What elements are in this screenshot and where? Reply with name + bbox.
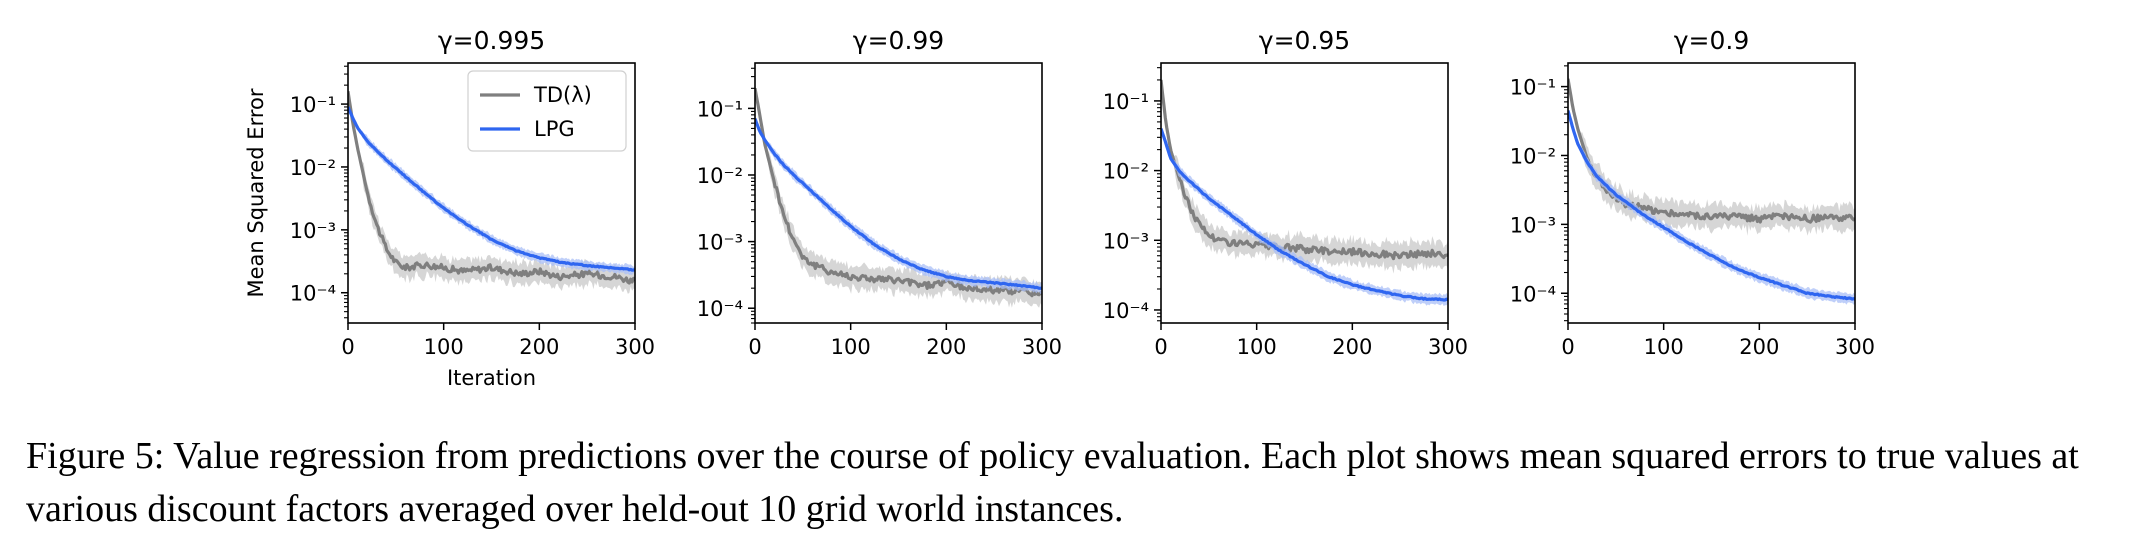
axes-frame	[347, 62, 636, 324]
x-tick-label: 300	[1022, 335, 1062, 359]
chart-title: γ=0.995	[438, 26, 545, 55]
y-tick-label: 10⁻³	[290, 219, 336, 243]
x-tick-label: 200	[926, 335, 966, 359]
y-tick-label: 10⁻⁴	[1103, 299, 1149, 323]
series-band-td	[1568, 72, 1855, 236]
series-line-td	[348, 90, 635, 285]
series-band-td	[1161, 74, 1448, 274]
x-tick-label: 300	[615, 335, 655, 359]
axes-frame	[754, 62, 1043, 324]
plot-area	[1568, 72, 1855, 305]
y-tick-label: 10⁻¹	[290, 93, 336, 117]
legend-label: LPG	[534, 117, 575, 141]
y-tick-label: 10⁻¹	[1510, 76, 1556, 100]
y-tick-label: 10⁻¹	[697, 97, 743, 121]
series-line-lpg	[755, 118, 1042, 290]
series-line-td	[1161, 79, 1448, 261]
plot-area	[1161, 74, 1448, 306]
x-tick-label: 200	[1332, 335, 1372, 359]
x-tick-label: 0	[748, 335, 761, 359]
x-tick-label: 300	[1428, 335, 1468, 359]
chart-title: γ=0.9	[1674, 26, 1750, 55]
chart-panel-3: 0 100 200 300 10⁻¹ 10⁻² 10⁻³ 10⁻⁴ γ=0.95	[1103, 26, 1468, 359]
x-tick-label: 300	[1835, 335, 1875, 359]
y-tick-label: 10⁻²	[1103, 160, 1149, 184]
y-tick-label: 10⁻²	[697, 164, 743, 188]
x-axis-label: Iteration	[447, 366, 536, 390]
charts-svg: 0 100 200 300 10⁻¹ 10⁻² 10⁻³ 10⁻⁴ γ=0.995 Iterati…	[244, 26, 1875, 390]
series-line-lpg	[348, 106, 635, 272]
y-tick-label: 10⁻⁴	[1510, 282, 1556, 306]
series-band-lpg	[348, 105, 635, 276]
y-tick-label: 10⁻²	[1510, 144, 1556, 168]
x-tick-label: 0	[1154, 335, 1167, 359]
y-axis-label: Mean Squared Error	[244, 88, 268, 297]
series-line-lpg	[1568, 110, 1855, 301]
x-tick-label: 100	[1644, 335, 1684, 359]
series-line-lpg	[1161, 128, 1448, 302]
legend-box	[467, 70, 627, 152]
y-tick-label: 10⁻²	[290, 156, 336, 180]
y-tick-label: 10⁻⁴	[290, 282, 336, 306]
x-tick-label: 100	[1237, 335, 1277, 359]
axes-frame	[1160, 62, 1449, 324]
figure-caption: Figure 5: Value regression from predicti…	[26, 435, 2079, 530]
legend-label: TD(λ)	[533, 83, 592, 107]
series-band-lpg	[755, 116, 1042, 295]
legend: TD(λ) LPG	[467, 70, 627, 152]
x-tick-label: 100	[424, 335, 464, 359]
chart-title: γ=0.95	[1259, 26, 1350, 55]
series-band-td	[755, 83, 1042, 308]
x-tick-label: 100	[831, 335, 871, 359]
x-tick-label: 200	[519, 335, 559, 359]
chart-panel-2: 0 100 200 300 10⁻¹ 10⁻² 10⁻³ 10⁻⁴ γ=0.99	[697, 26, 1062, 359]
chart-title: γ=0.99	[853, 26, 944, 55]
series-band-td	[348, 84, 635, 294]
plot-area	[755, 83, 1042, 308]
series-line-td	[755, 88, 1042, 298]
y-tick-label: 10⁻³	[1510, 213, 1556, 237]
y-tick-label: 10⁻³	[1103, 229, 1149, 253]
x-tick-label: 0	[1561, 335, 1574, 359]
y-tick-label: 10⁻³	[697, 231, 743, 255]
x-tick-label: 200	[1739, 335, 1779, 359]
chart-panel-1: 0 100 200 300 10⁻¹ 10⁻² 10⁻³ 10⁻⁴ γ=0.995 Iterati…	[244, 26, 655, 390]
series-band-lpg	[1568, 107, 1855, 305]
plot-area	[348, 84, 635, 294]
y-tick-label: 10⁻⁴	[697, 297, 743, 321]
x-tick-label: 0	[341, 335, 354, 359]
y-tick-label: 10⁻¹	[1103, 90, 1149, 114]
axes-frame	[1567, 62, 1856, 324]
chart-panel-4: 0 100 200 300 10⁻¹ 10⁻² 10⁻³ 10⁻⁴ γ=0.9	[1510, 26, 1875, 359]
